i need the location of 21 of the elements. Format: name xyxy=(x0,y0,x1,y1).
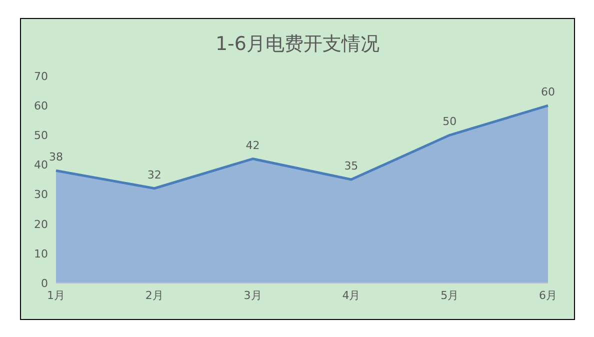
x-tick-label: 1月 xyxy=(47,288,65,302)
data-label: 32 xyxy=(147,168,162,182)
y-tick-label: 50 xyxy=(34,129,48,142)
x-tick-label: 2月 xyxy=(145,288,164,302)
data-label: 50 xyxy=(442,115,457,128)
data-label: 35 xyxy=(344,160,358,172)
y-tick-label: 30 xyxy=(34,188,48,202)
data-label: 60 xyxy=(541,86,555,99)
x-tick-label: 3月 xyxy=(244,288,262,302)
x-tick-label: 4月 xyxy=(342,288,360,302)
y-tick-label: 70 xyxy=(34,70,48,83)
chart-title: 1-6月电费开支情况 xyxy=(214,32,381,57)
y-tick-label: 20 xyxy=(34,218,48,231)
data-label: 38 xyxy=(49,150,63,164)
y-tick-label: 10 xyxy=(34,247,48,260)
x-tick-label: 6月 xyxy=(539,288,557,302)
y-tick-label: 60 xyxy=(34,99,48,112)
y-tick-label: 0 xyxy=(41,276,48,290)
data-label: 42 xyxy=(246,138,260,152)
x-tick-label: 5月 xyxy=(440,288,459,302)
y-tick-label: 40 xyxy=(34,158,48,172)
